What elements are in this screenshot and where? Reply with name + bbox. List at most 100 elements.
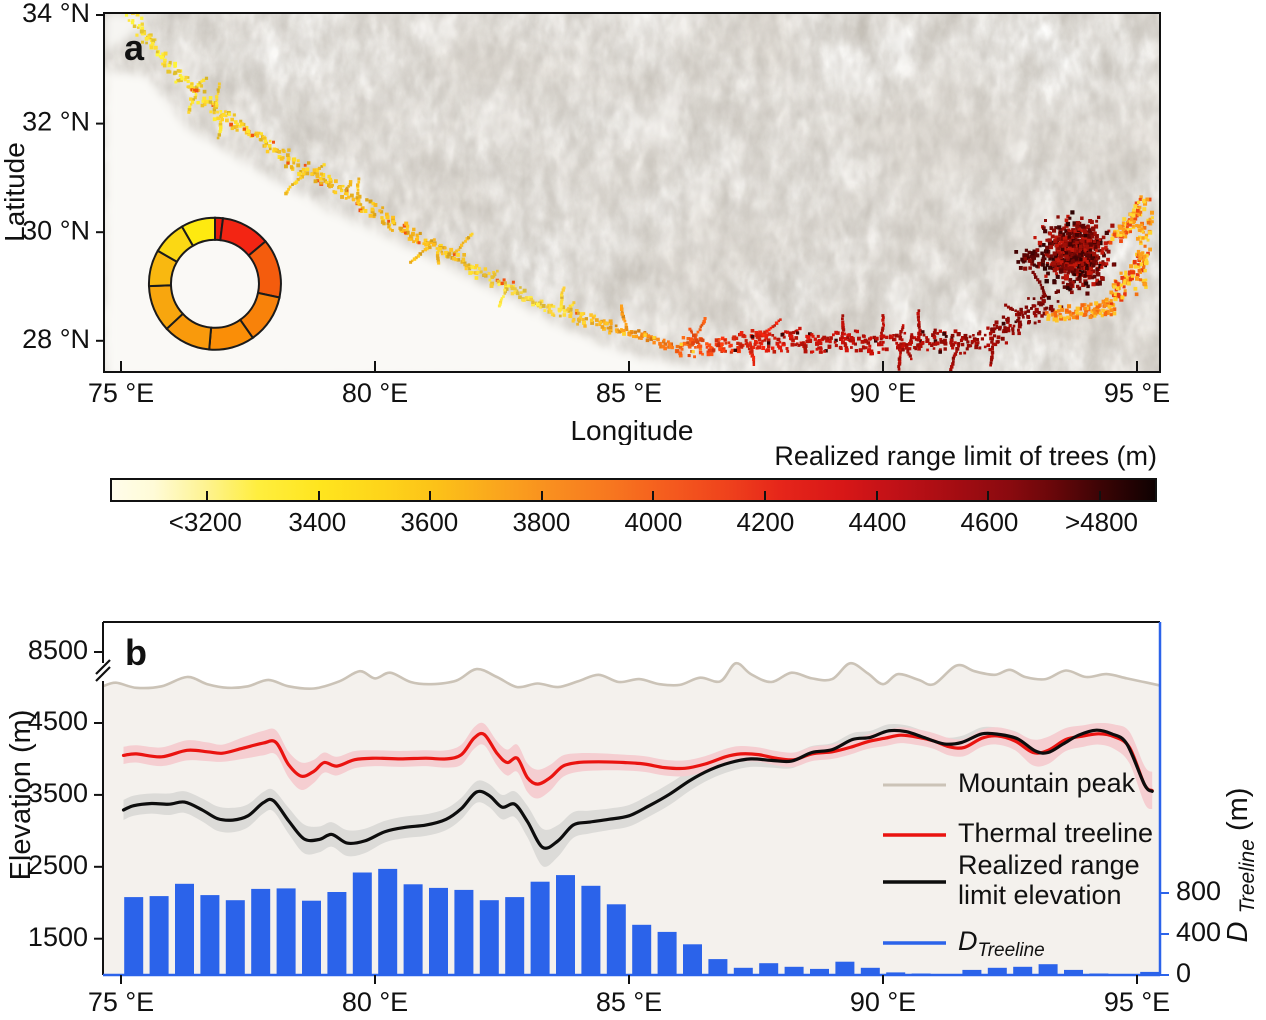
dtreeline-tick-label: 400 — [1176, 917, 1221, 947]
elevation-axis-title: Elevation (m) — [5, 710, 37, 881]
profile-x-tick-label: 85 °E — [596, 987, 662, 1017]
dtreeline-bar — [327, 892, 347, 975]
colorbar-tick-label: 3600 — [400, 507, 459, 537]
elevation-tick-label: 8500 — [28, 635, 88, 665]
elevation-class-ring — [147, 216, 282, 351]
colorbar-tick — [429, 491, 432, 500]
legend-label-dtreeline: DTreeline — [958, 926, 1045, 961]
dtreeline-tick-label: 0 — [1176, 958, 1191, 988]
colorbar-tick — [875, 491, 878, 500]
map-y-tick-label: 32 °N — [22, 107, 90, 137]
legend-label: Realized range — [958, 850, 1140, 880]
dtreeline-bar — [784, 966, 804, 975]
dtreeline-bar — [175, 883, 194, 975]
dtreeline-bar — [505, 897, 525, 975]
dtreeline-bar — [962, 969, 982, 975]
map-terrain — [104, 13, 1160, 372]
map-y-tick-label: 28 °N — [22, 324, 90, 354]
dtreeline-bar — [759, 963, 779, 975]
colorbar-tick-label: >4800 — [1064, 507, 1139, 537]
colorbar-tick-label: <3200 — [168, 507, 242, 537]
colorbar-title: Realized range limit of trees (m) — [774, 441, 1157, 471]
colorbar-gradient — [110, 478, 1157, 502]
dtreeline-bar — [657, 931, 677, 975]
thermal-treeline-band — [123, 722, 1153, 810]
dtreeline-bar — [1038, 964, 1058, 975]
dtreeline-tick-label: 800 — [1176, 876, 1221, 906]
dtreeline-bar — [530, 881, 550, 975]
map-y-tick-label: 34 °N — [22, 0, 90, 28]
dtreeline-bar — [886, 972, 906, 975]
map-content: 75 °E 80 °E 85 °E 90 °E 95 °E 34 °N 32 °N 30 °N… — [22, 0, 1170, 408]
panel-a-map: 75 °E 80 °E 85 °E 90 °E 95 °E 34 °N 32 °N 30 °N… — [0, 0, 1170, 445]
colorbar-tick — [540, 491, 543, 500]
map-x-tick-label: 75 °E — [88, 378, 154, 408]
map-y-axis-title: Latitude — [0, 142, 30, 242]
profile-x-tick-label: 80 °E — [342, 987, 408, 1017]
dtreeline-bar — [987, 967, 1007, 975]
ring-segment — [180, 216, 216, 248]
dtreeline-bar — [632, 924, 652, 975]
dtreeline-bar — [1064, 969, 1083, 975]
map-x-axis-title: Longitude — [570, 415, 693, 445]
dtreeline-bars — [124, 868, 1160, 975]
dtreeline-bar — [124, 897, 144, 975]
dtreeline-bar — [835, 961, 855, 975]
dtreeline-bar — [556, 875, 575, 975]
profile-x-tick-label: 90 °E — [850, 987, 916, 1017]
colorbar-tick-label: 3800 — [512, 507, 571, 537]
dtreeline-bar — [581, 885, 601, 975]
dtreeline-axis-title-unit: (m) — [1222, 788, 1254, 831]
colorbar-tick-label: 3400 — [288, 507, 347, 537]
dtreeline-bar — [810, 968, 829, 975]
thermal-treeline-line — [121, 731, 1154, 793]
elevation-tick-label: 4500 — [28, 706, 88, 736]
dtreeline-bar — [429, 887, 448, 975]
colorbar-tick — [1098, 491, 1101, 500]
dtreeline-bar — [276, 888, 296, 975]
colorbar-tick — [205, 491, 208, 500]
legend-label: Mountain peak — [958, 768, 1136, 798]
colorbar-tick-label: 4200 — [736, 507, 795, 537]
dtreeline-bar — [683, 944, 702, 975]
colorbar-tick — [652, 491, 655, 500]
legend-label: Thermal treeline — [958, 818, 1153, 848]
dtreeline-bar — [403, 884, 423, 975]
map-plains-nw — [104, 13, 152, 53]
colorbar-tick — [763, 491, 766, 500]
dtreeline-bar — [733, 967, 753, 975]
map-border — [103, 12, 1161, 373]
dtreeline-bar — [352, 872, 372, 975]
colorbar-tick — [987, 491, 990, 500]
elevation-tick-label: 1500 — [28, 922, 88, 952]
mountain-peak-line — [103, 661, 1160, 691]
map-x-tick-label: 90 °E — [850, 378, 916, 408]
dtreeline-bar — [1140, 971, 1160, 975]
realized-range-line — [121, 728, 1154, 850]
map-x-tick-label: 85 °E — [596, 378, 662, 408]
legend-label: limit elevation — [958, 880, 1122, 910]
panel-a-label: a — [124, 27, 145, 68]
profile-x-tick-label: 75 °E — [88, 987, 154, 1017]
dtreeline-bar — [454, 889, 474, 975]
elevation-tick-label: 3500 — [28, 778, 88, 808]
map-plains — [104, 69, 711, 372]
dtreeline-axis-title: D Treeline (m) — [1222, 788, 1261, 943]
profile-content: 8500 4500 3500 2500 1500 800 400 0 75 °E 80 °E 85 … — [28, 621, 1221, 1017]
panel-b-label: b — [125, 632, 147, 673]
dtreeline-bar — [479, 900, 499, 975]
dtreeline-bar — [708, 959, 728, 975]
map-y-tick-label: 30 °N — [22, 215, 90, 245]
profile-x-tick-label: 95 °E — [1104, 987, 1170, 1017]
dtreeline-bar — [251, 888, 271, 975]
colorbar-tick-label: 4400 — [848, 507, 907, 537]
colorbar-tick-label: 4000 — [624, 507, 683, 537]
colorbar-tick — [317, 491, 320, 500]
elevation-tick-label: 2500 — [28, 850, 88, 880]
panel-b-profile: 8500 4500 3500 2500 1500 800 400 0 75 °E 80 °E 85 … — [5, 621, 1261, 1017]
map-axes: 75 °E 80 °E 85 °E 90 °E 95 °E 34 °N 32 °N 30 °N… — [22, 0, 1170, 408]
map-treeline-points — [124, 13, 1154, 372]
dtreeline-bar — [860, 967, 880, 975]
axis-break-slash — [95, 666, 111, 682]
